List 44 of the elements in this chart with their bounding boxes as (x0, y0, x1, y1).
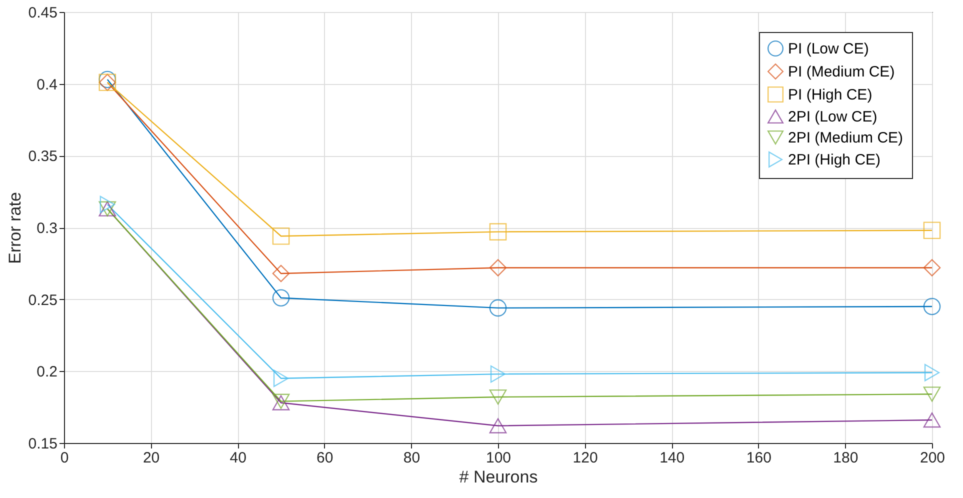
x-tick-label: 140 (660, 450, 685, 466)
x-tick-label: 100 (486, 450, 512, 466)
point (272, 289, 290, 307)
point (489, 299, 507, 317)
x-tick-label: 40 (230, 450, 246, 466)
x-tick-label: 120 (572, 450, 598, 466)
point (98, 70, 116, 88)
y-tick-label: 0.45 (28, 4, 58, 22)
point (272, 227, 290, 245)
legend-label: 2PI (Medium CE) (788, 130, 904, 146)
x-tick-label: 20 (142, 450, 160, 466)
x-axis-title: # Neurons (459, 468, 538, 486)
y-tick-label: 0.25 (28, 292, 58, 309)
point (923, 298, 941, 316)
point (273, 370, 289, 388)
point (100, 196, 115, 214)
legend-label: 2PI (Low CE) (788, 108, 878, 126)
point (923, 222, 941, 240)
point (489, 389, 507, 405)
point (489, 223, 507, 240)
point (489, 259, 507, 276)
legend-label: PI (High CE) (788, 86, 872, 104)
legend-label: PI (Low CE) (788, 40, 869, 58)
point (923, 412, 941, 428)
x-tick-label: 60 (316, 450, 334, 466)
y-axis-title: Error rate (5, 192, 24, 264)
x-tick-label: 0 (60, 450, 69, 466)
y-tick-label: 0.3 (36, 220, 58, 237)
point (923, 386, 941, 402)
point (272, 264, 290, 282)
y-tick-label: 0.4 (36, 76, 58, 94)
y-tick-label: 0.15 (28, 436, 58, 452)
x-tick-label: 200 (920, 450, 946, 466)
x-tick-label: 80 (403, 450, 420, 466)
point (490, 365, 506, 383)
y-tick-label: 0.35 (28, 148, 58, 166)
point (924, 364, 940, 382)
x-tick-label: 180 (833, 450, 858, 466)
legend-label: PI (Medium CE) (788, 64, 895, 80)
y-tick-label: 0.2 (36, 364, 58, 381)
legend-label: 2PI (High CE) (788, 152, 881, 168)
point (923, 259, 941, 276)
x-tick-label: 160 (746, 450, 772, 466)
point (489, 418, 507, 434)
